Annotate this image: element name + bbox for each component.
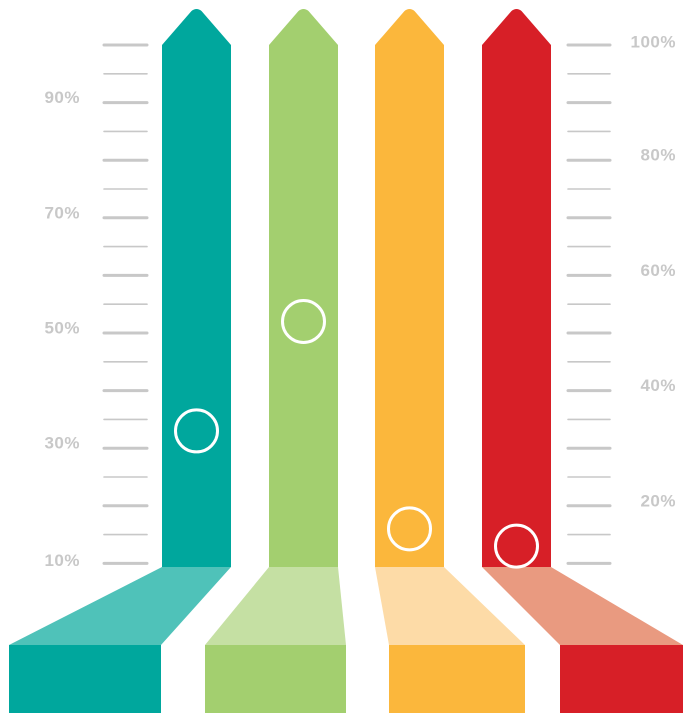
bar-base-block [389, 645, 525, 713]
left-axis [102, 43, 149, 565]
bar-base-connector [9, 567, 231, 645]
value-marker [174, 408, 219, 454]
left-axis-labels: 90% 70% 50% 30% 10% [44, 88, 80, 570]
arrow-bars [162, 9, 551, 567]
arrow-bar [482, 9, 551, 567]
left-tick-label: 50% [44, 318, 80, 337]
left-tick-label: 30% [44, 434, 80, 453]
arrow-bar [269, 9, 338, 567]
bar-base-block [9, 645, 161, 713]
right-axis-labels: 100% 80% 60% 40% 20% [631, 32, 676, 510]
right-tick-label: 40% [640, 376, 676, 395]
left-tick-label: 90% [44, 88, 80, 107]
right-tick-label: 60% [640, 261, 676, 280]
bar-bases [9, 567, 683, 713]
value-markers [174, 298, 539, 569]
bar-base-connector [375, 567, 525, 645]
bar-base-block [560, 645, 683, 713]
left-tick-label: 70% [44, 203, 80, 222]
value-marker [281, 298, 326, 344]
arrow-bar [162, 9, 231, 567]
bar-base-connector [205, 567, 346, 645]
bar-base-block [205, 645, 346, 713]
left-tick-label: 10% [44, 551, 80, 570]
right-tick-label: 20% [640, 491, 676, 510]
value-marker [387, 506, 432, 552]
bar-base-connector [482, 567, 683, 645]
right-axis [566, 43, 612, 565]
right-tick-label: 100% [631, 32, 676, 51]
value-marker [494, 523, 539, 569]
arrow-bar [375, 9, 444, 567]
right-tick-label: 80% [640, 146, 676, 165]
